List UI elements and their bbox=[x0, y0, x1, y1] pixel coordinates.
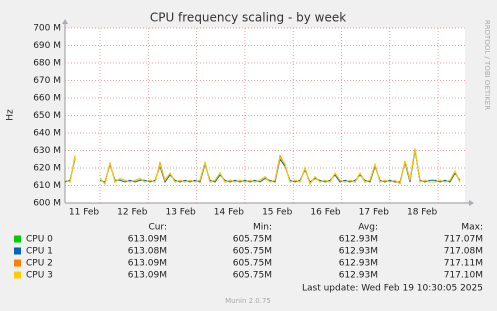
y-tick-label: 620 M bbox=[33, 164, 61, 174]
y-tick-label: 680 M bbox=[33, 59, 61, 69]
footer: Munin 2.0.75 bbox=[225, 297, 271, 305]
legend-stat: 612.93M bbox=[339, 235, 378, 245]
x-tick-label: 18 Feb bbox=[407, 208, 438, 218]
x-tick-label: 11 Feb bbox=[69, 208, 100, 218]
axis-arrow bbox=[469, 200, 474, 206]
legend-swatch bbox=[14, 259, 21, 267]
x-tick-label: 16 Feb bbox=[310, 208, 341, 218]
legend-header: Min: bbox=[253, 223, 272, 233]
y-tick-label: 660 M bbox=[33, 94, 61, 104]
legend-stat: 613.09M bbox=[128, 235, 167, 245]
y-tick-label: 640 M bbox=[33, 129, 61, 139]
legend-stat: 717.10M bbox=[444, 271, 483, 281]
y-tick-label: 650 M bbox=[33, 111, 61, 121]
legend-stat: 605.75M bbox=[233, 271, 272, 281]
legend-stat: 717.11M bbox=[444, 259, 483, 269]
legend-stat: 613.09M bbox=[128, 271, 167, 281]
y-tick-label: 610 M bbox=[33, 181, 61, 191]
x-tick-label: 13 Feb bbox=[165, 208, 196, 218]
legend-stat: 717.07M bbox=[444, 235, 483, 245]
y-tick-label: 600 M bbox=[33, 199, 61, 209]
legend-stat: 612.93M bbox=[339, 259, 378, 269]
legend-stat: 613.08M bbox=[128, 247, 167, 257]
legend-entry: CPU 3 bbox=[26, 271, 53, 281]
x-tick-label: 12 Feb bbox=[117, 208, 148, 218]
x-tick-label: 15 Feb bbox=[262, 208, 293, 218]
legend-entry: CPU 0 bbox=[26, 235, 53, 245]
side-text: RRDTOOL / TOBI OETIKER bbox=[483, 20, 491, 110]
chart-title: CPU frequency scaling - by week bbox=[150, 11, 346, 25]
legend-header: Max: bbox=[461, 223, 483, 233]
legend-swatch bbox=[14, 271, 21, 279]
legend-entry: CPU 2 bbox=[26, 259, 53, 269]
legend-stat: 613.09M bbox=[128, 259, 167, 269]
x-tick-label: 17 Feb bbox=[359, 208, 390, 218]
legend-entry: CPU 1 bbox=[26, 247, 53, 257]
y-tick-label: 670 M bbox=[33, 76, 61, 86]
legend-stat: 605.75M bbox=[233, 247, 272, 257]
legend-stat: 605.75M bbox=[233, 235, 272, 245]
y-tick-label: 690 M bbox=[33, 41, 61, 51]
legend-header: Cur: bbox=[148, 223, 167, 233]
legend-stat: 612.93M bbox=[339, 247, 378, 257]
x-tick-label: 14 Feb bbox=[214, 208, 245, 218]
legend-swatch bbox=[14, 247, 21, 255]
legend-stat: 605.75M bbox=[233, 259, 272, 269]
y-axis-label: Hz bbox=[6, 109, 16, 121]
axis-arrow bbox=[62, 19, 68, 24]
y-tick-label: 700 M bbox=[33, 24, 61, 34]
y-tick-label: 630 M bbox=[33, 146, 61, 156]
last-update: Last update: Wed Feb 19 10:30:05 2025 bbox=[302, 284, 483, 294]
series-line bbox=[64, 148, 461, 185]
legend-stat: 717.08M bbox=[444, 247, 483, 257]
legend-header: Avg: bbox=[358, 223, 378, 233]
legend-stat: 612.93M bbox=[339, 271, 378, 281]
legend-swatch bbox=[14, 235, 21, 243]
